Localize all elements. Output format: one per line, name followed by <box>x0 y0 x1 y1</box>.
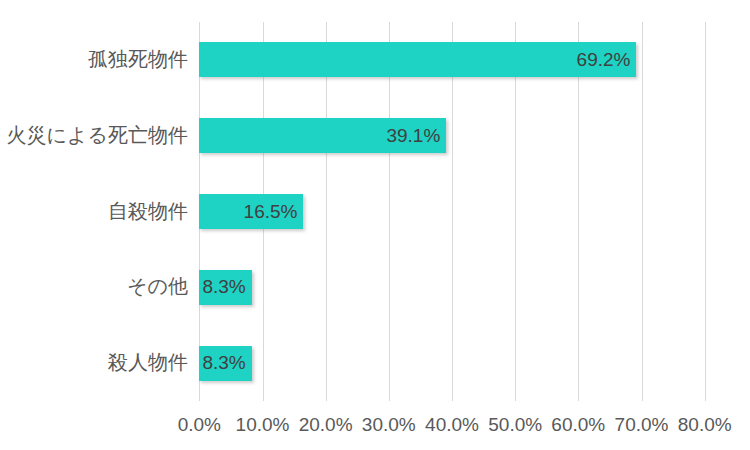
bar-1: 69.2% <box>199 42 636 77</box>
data-label: 8.3% <box>202 352 251 374</box>
category-label: 自殺物件 <box>0 198 188 225</box>
gridline <box>705 22 706 401</box>
data-label: 16.5% <box>244 201 304 223</box>
data-label: 69.2% <box>577 49 637 71</box>
x-axis-tick-label: 80.0% <box>660 414 750 436</box>
bar-2: 39.1% <box>199 118 446 153</box>
gridline <box>578 22 579 401</box>
gridline <box>452 22 453 401</box>
category-label: 殺人物件 <box>0 349 188 376</box>
data-label: 8.3% <box>202 276 251 298</box>
gridline <box>642 22 643 401</box>
category-label: 火災による死亡物件 <box>0 122 188 149</box>
bar-4: 8.3% <box>199 270 251 305</box>
bar-5: 8.3% <box>199 346 251 381</box>
bar-3: 16.5% <box>199 194 303 229</box>
data-label: 39.1% <box>386 125 446 147</box>
gridline <box>389 22 390 401</box>
gridline <box>515 22 516 401</box>
category-label: その他 <box>0 273 188 300</box>
gridline <box>326 22 327 401</box>
bar-chart: 0.0%10.0%20.0%30.0%40.0%50.0%60.0%70.0%8… <box>0 0 750 450</box>
category-label: 孤独死物件 <box>0 46 188 73</box>
